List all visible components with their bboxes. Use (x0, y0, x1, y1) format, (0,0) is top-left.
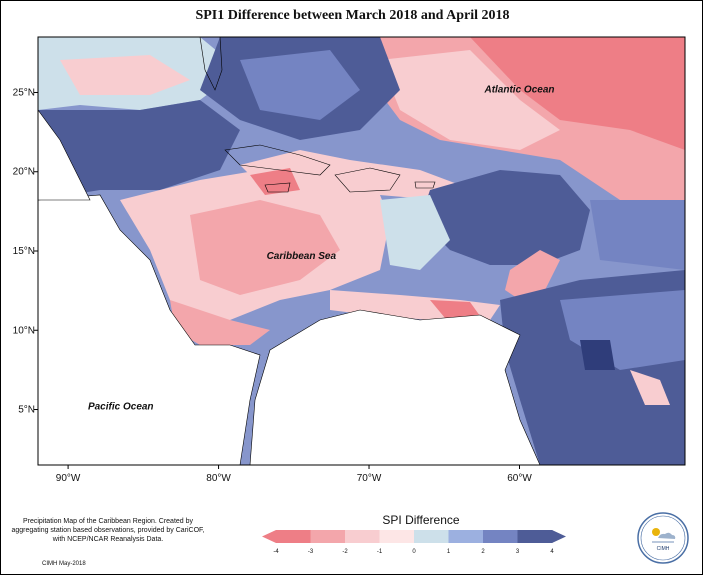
spi-area-venezuela-core (430, 300, 480, 318)
spi-area-caribbean-core (190, 200, 340, 295)
legend-swatch (310, 530, 346, 543)
legend-tick-label: 2 (481, 549, 485, 555)
cloud-icon (658, 532, 676, 539)
legend-tick-label: 1 (447, 549, 451, 555)
legend-swatch (414, 530, 449, 543)
legend-swatch (345, 530, 380, 543)
spi-area-central-america (170, 300, 270, 345)
spi-area-yucatan-dark (38, 100, 240, 200)
spi-area-gulf-pink (60, 55, 190, 95)
legend-swatch (379, 530, 415, 543)
lon-tick-label: 60°W (507, 473, 532, 484)
land-puerto-rico (414, 181, 436, 189)
sun-icon (652, 528, 660, 536)
legend-tick-label: 3 (516, 549, 520, 555)
spi-area-east-caribbean-dark (420, 170, 590, 265)
land-florida (199, 37, 223, 91)
map-title: SPI1 Difference between March 2018 and A… (195, 8, 510, 23)
spi-area-east-atlantic-mid (590, 200, 685, 270)
legend-tick-label: 4 (550, 549, 554, 555)
legend-max-arrow (552, 530, 566, 543)
legend-tick-label: -1 (377, 549, 383, 555)
lon-tick-label: 80°W (206, 473, 231, 484)
place-label: Pacific Ocean (88, 402, 154, 413)
legend-tick-label: -3 (308, 549, 314, 555)
map-credit: CIMH May-2018 (42, 561, 86, 567)
spi-area-french-guiana (630, 370, 670, 405)
spi-area-east-caribbean-light (380, 195, 450, 270)
land-jamaica (264, 182, 291, 193)
legend-swatch (448, 530, 484, 543)
legend-tick-label: -2 (342, 549, 348, 555)
land-cuba (224, 144, 331, 176)
spi-area-atlantic-light (380, 50, 560, 150)
legend-swatch (517, 530, 553, 543)
legend-min-arrow (262, 530, 276, 543)
spi-area-atlantic-neg-core (470, 37, 685, 150)
land-hispaniola (334, 167, 401, 193)
cimh-logo-icon: CIMH (637, 512, 689, 564)
lat-tick-label: 10°N (13, 325, 35, 336)
lat-tick-label: 25°N (13, 87, 35, 98)
lon-tick-label: 90°W (56, 473, 81, 484)
longitude-axis: 90°W 80°W 70°W 60°W (56, 465, 532, 484)
lat-tick-label: 20°N (13, 167, 35, 178)
legend-title: SPI Difference (382, 513, 459, 527)
land-central-america (38, 194, 261, 465)
place-labels: Atlantic Ocean Caribbean Sea Pacific Ocean (88, 84, 555, 412)
lon-tick-label: 70°W (357, 473, 382, 484)
logo-text: CIMH (657, 546, 670, 552)
spi-area-jamaica-core (250, 168, 300, 195)
legend-tick-label: 0 (412, 549, 416, 555)
spi-area-lesser-antilles-neg (505, 250, 560, 300)
map-description: Precipitation Map of the Caribbean Regio… (11, 518, 205, 543)
spi-area-guianas-core (580, 340, 615, 370)
legend-tick-label: -4 (273, 549, 279, 555)
lat-tick-label: 15°N (13, 246, 35, 257)
place-label: Caribbean Sea (267, 251, 337, 262)
spi-area-bahamas-mid (240, 50, 360, 120)
legend-swatch (276, 530, 311, 543)
lat-tick-label: 5°N (18, 405, 35, 416)
place-label: Atlantic Ocean (483, 84, 554, 95)
spi-legend: SPI Difference -4 -3 -2 -1 0 1 2 3 4 (262, 513, 566, 555)
land-south-america (249, 309, 541, 465)
land-mexico (38, 109, 91, 201)
latitude-axis: 25°N 20°N 15°N 10°N 5°N (13, 87, 38, 416)
legend-swatch (483, 530, 518, 543)
